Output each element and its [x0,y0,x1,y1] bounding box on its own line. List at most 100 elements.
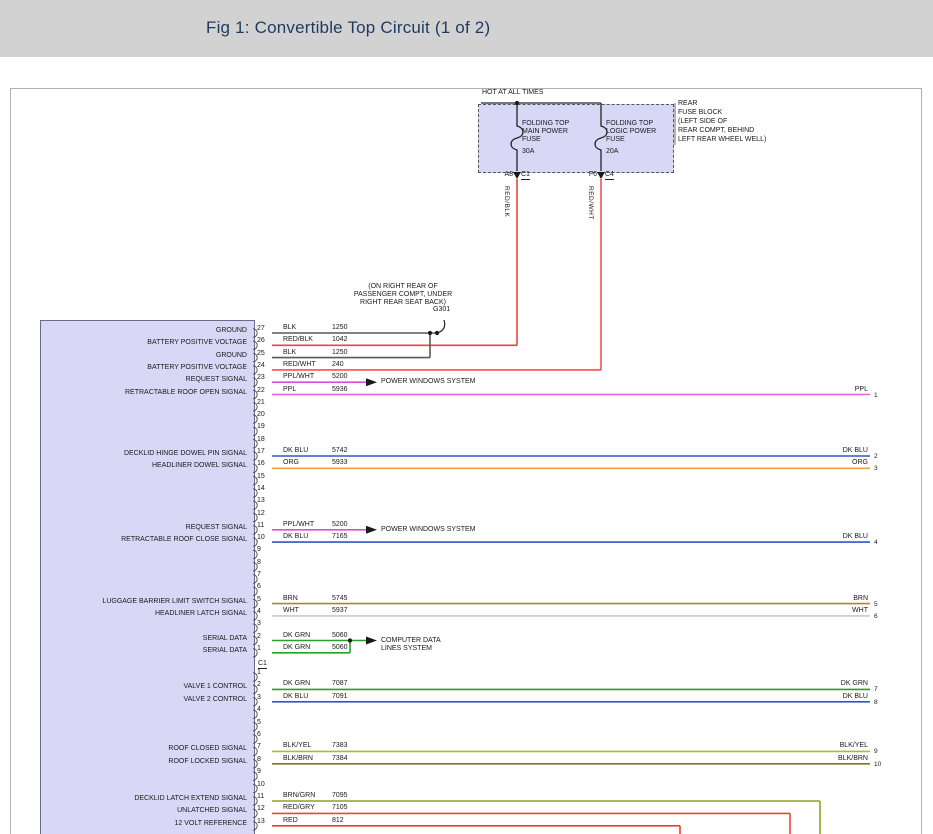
edge-wire-color-label: DK BLU [842,447,868,454]
edge-wire-number: 7 [874,686,878,694]
pin-number: 21 [257,398,265,406]
pin-function-label: VALVE 1 CONTROL [183,683,247,691]
pin-number: 10 [257,780,265,788]
pin-number: 6 [257,731,261,738]
ground-location: RIGHT REAR SEAT BACK) [360,299,446,306]
pin-number: 5 [257,718,261,726]
wire-color-label: WHT [283,606,299,614]
wire-color-label: PPL/WHT [283,520,315,528]
wire-color-label: ORG [283,459,299,467]
wire-color-label: DK BLU [283,447,309,454]
convertible-top-module-box [40,320,255,834]
wire-color-label: DK GRN [283,643,311,651]
fuse-block-location: (LEFT SIDE OF [678,118,728,125]
circuit-number: 7105 [332,804,348,812]
circuit-number: 1250 [332,348,348,356]
edge-wire-color-label: DK GRN [840,680,868,688]
pin-number: 2 [257,632,261,640]
wire-color-label: RED/GRY [283,804,315,812]
pin-function-label: VALVE 2 CONTROL [183,695,247,703]
fuse-connector-label: C1 [521,171,530,180]
destination-label: POWER WINDOWS SYSTEM [381,525,476,533]
edge-wire-color-label: DK BLU [842,533,868,541]
pin-number: 6 [257,583,261,591]
pin-function-label: REQUEST SIGNAL [185,523,247,531]
pin-function-label: DECKLID HINGE DOWEL PIN SIGNAL [123,450,247,457]
fuse-name: FUSE [522,136,541,143]
wire-color-label: DK GRN [283,680,311,688]
wire-color-label: DK BLU [283,692,309,700]
wire-color-label: BLK/BRN [283,754,313,762]
fuse-block-location: LEFT REAR WHEEL WELL) [678,136,767,143]
pin-number: 8 [257,558,261,566]
destination-label: COMPUTER DATA [381,636,441,644]
edge-wire-color-label: BLK/YEL [839,742,868,750]
pin-number: 4 [257,706,261,714]
circuit-number: 5200 [332,373,348,381]
circuit-number: 7091 [332,692,348,700]
wire-color-label: BRN/GRN [283,792,316,799]
circuit-number: 7384 [332,754,348,762]
pin-function-label: GROUND [215,327,247,334]
ground-location: PASSENGER COMPT, UNDER [353,291,453,298]
pin-number: 17 [257,448,265,455]
pin-number: 22 [257,386,265,394]
wire-color-vertical-label: RED/BLK [503,186,510,218]
circuit-number: 5742 [332,447,348,454]
hot-at-all-times-label: HOT AT ALL TIMES [482,89,544,96]
circuit-number: 7383 [332,742,348,750]
circuit-number: 5200 [332,520,348,528]
edge-wire-number: 1 [874,391,878,399]
fuse-block-location: REAR COMPT, BEHIND [678,127,755,134]
circuit-number: 7087 [332,680,348,688]
wire-color-label: BLK [283,324,297,331]
pin-number: 14 [257,484,265,492]
pin-number: 3 [257,693,261,701]
pin-number: 18 [257,435,265,443]
pin-number: 1 [257,669,261,676]
edge-wire-color-label: BRN [853,594,868,602]
pin-number: 3 [257,620,261,628]
pin-number: 16 [257,460,265,468]
pin-number: 15 [257,472,265,480]
figure-title: Fig 1: Convertible Top Circuit (1 of 2) [206,18,491,37]
edge-wire-color-label: PPL [854,385,868,393]
edge-wire-number: 10 [874,760,882,768]
edge-wire-number: 5 [874,600,878,608]
pin-function-label: HEADLINER DOWEL SIGNAL [151,462,247,470]
pin-number: 10 [257,534,265,542]
circuit-number: 240 [332,360,344,368]
pin-number: 7 [257,571,261,578]
wire-color-label: RED [283,816,298,824]
pin-function-label: UNLATCHED SIGNAL [177,807,247,815]
pin-number: 11 [257,521,265,529]
destination-label: POWER WINDOWS SYSTEM [381,378,476,386]
pin-number: 8 [257,755,261,763]
connector-id: C1 [258,659,267,669]
wire-color-label: PPL [283,385,297,393]
pin-function-label: SERIAL DATA [202,646,247,654]
wire-color-label: BRN [283,594,298,602]
circuit-number: 7095 [332,792,348,799]
pin-function-label: ROOF CLOSED SIGNAL [168,745,247,753]
pin-number: 26 [257,337,265,345]
circuit-number: 5933 [332,459,348,467]
pin-number: 12 [257,509,265,517]
pin-function-label: DECKLID LATCH EXTEND SIGNAL [134,795,247,802]
circuit-number: 5936 [332,385,348,393]
pin-function-label: REQUEST SIGNAL [185,376,247,384]
circuit-number: 1042 [332,336,348,344]
pin-number: 27 [257,325,265,332]
pin-number: 12 [257,805,265,813]
pin-number: 13 [257,817,265,825]
destination-label: LINES SYSTEM [381,644,432,652]
edge-wire-number: 2 [874,453,878,460]
pin-function-label: SERIAL DATA [202,634,247,642]
pin-number: 4 [257,607,261,615]
fuse-name: MAIN POWER [522,128,568,135]
figure-titlebar: Fig 1: Convertible Top Circuit (1 of 2) [0,0,933,57]
circuit-number: 5060 [332,643,348,651]
wire-color-label: DK GRN [283,631,311,639]
